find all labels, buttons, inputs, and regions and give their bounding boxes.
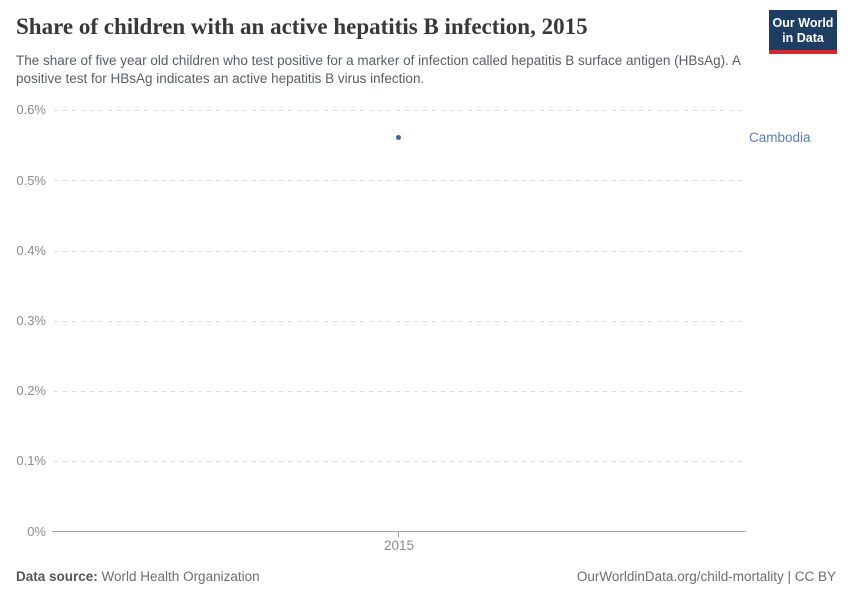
x-axis-line (52, 531, 746, 532)
gridline-0.1 (54, 461, 744, 462)
gridline-0.5 (54, 180, 744, 181)
x-tick-mark-2015 (398, 531, 399, 537)
x-tick-label-2015: 2015 (383, 538, 415, 553)
datasource-label: Data source: (16, 569, 98, 584)
gridline-0.3 (54, 321, 744, 322)
owid-logo[interactable]: Our World in Data (769, 10, 837, 54)
gridline-0.6 (54, 110, 744, 111)
y-tick-label-0: 0% (27, 524, 46, 539)
entity-label-cambodia[interactable]: Cambodia (749, 130, 811, 145)
gridline-0.4 (54, 251, 744, 252)
y-tick-label-0.6: 0.6% (16, 102, 46, 117)
y-tick-label-0.5: 0.5% (16, 173, 46, 188)
y-tick-label-0.1: 0.1% (16, 453, 46, 468)
gridline-0.2 (54, 391, 744, 392)
footer-credit-link[interactable]: OurWorldinData.org/child-mortality | CC … (576, 569, 836, 584)
chart-subtitle: The share of five year old children who … (16, 53, 741, 86)
data-point-cambodia[interactable] (396, 135, 401, 140)
footer-datasource: Data source: World Health Organization (16, 569, 260, 584)
y-tick-label-0.3: 0.3% (16, 313, 46, 328)
owid-logo-line1: Our World (772, 16, 834, 30)
y-tick-label-0.2: 0.2% (16, 383, 46, 398)
owid-logo-line2: in Data (782, 31, 824, 45)
page-title: Share of children with an active hepatit… (16, 14, 588, 39)
y-tick-label-0.4: 0.4% (16, 243, 46, 258)
datasource-value: World Health Organization (97, 569, 260, 584)
